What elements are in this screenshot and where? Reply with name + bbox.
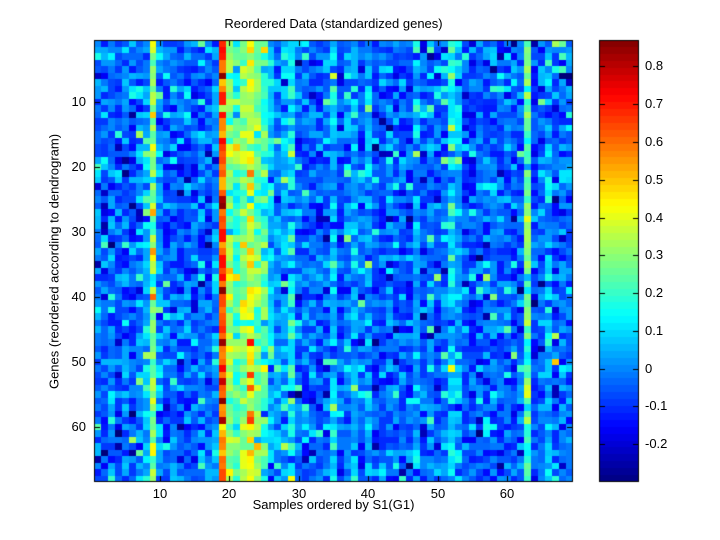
colorbar-tick-label: 0.6 — [645, 134, 664, 149]
x-tick-label: 40 — [360, 486, 376, 501]
y-tick-label: 20 — [71, 159, 86, 174]
x-tick-label: 60 — [499, 486, 515, 501]
y-tick-label: 10 — [71, 94, 86, 109]
colorbar-tick-label: 0.2 — [645, 285, 664, 300]
x-tick-label: 30 — [291, 486, 307, 501]
colorbar-tick-label: 0.8 — [645, 58, 664, 73]
colorbar-tick-label: 0.1 — [645, 323, 664, 338]
x-tick-label: 20 — [221, 486, 237, 501]
colorbar-tick-label: 0.4 — [645, 210, 664, 225]
colorbar-tick-label: 0.5 — [645, 172, 664, 187]
colorbar-tick-label: -0.2 — [645, 436, 668, 451]
y-tick-label: 60 — [71, 419, 86, 434]
colorbar-tick-label: -0.1 — [645, 398, 668, 413]
chart-title: Reordered Data (standardized genes) — [224, 16, 443, 31]
colorbar-tick-label: 0.3 — [645, 247, 664, 262]
y-tick-label: 40 — [71, 289, 86, 304]
colorbar-tick-label: 0.7 — [645, 96, 664, 111]
x-tick-label: 10 — [152, 486, 168, 501]
y-tick-label: 50 — [71, 354, 86, 369]
x-axis-label: Samples ordered by S1(G1) — [252, 497, 415, 512]
y-tick-label: 30 — [71, 224, 86, 239]
x-tick-label: 50 — [430, 486, 446, 501]
colorbar-tick-label: 0 — [645, 361, 653, 376]
